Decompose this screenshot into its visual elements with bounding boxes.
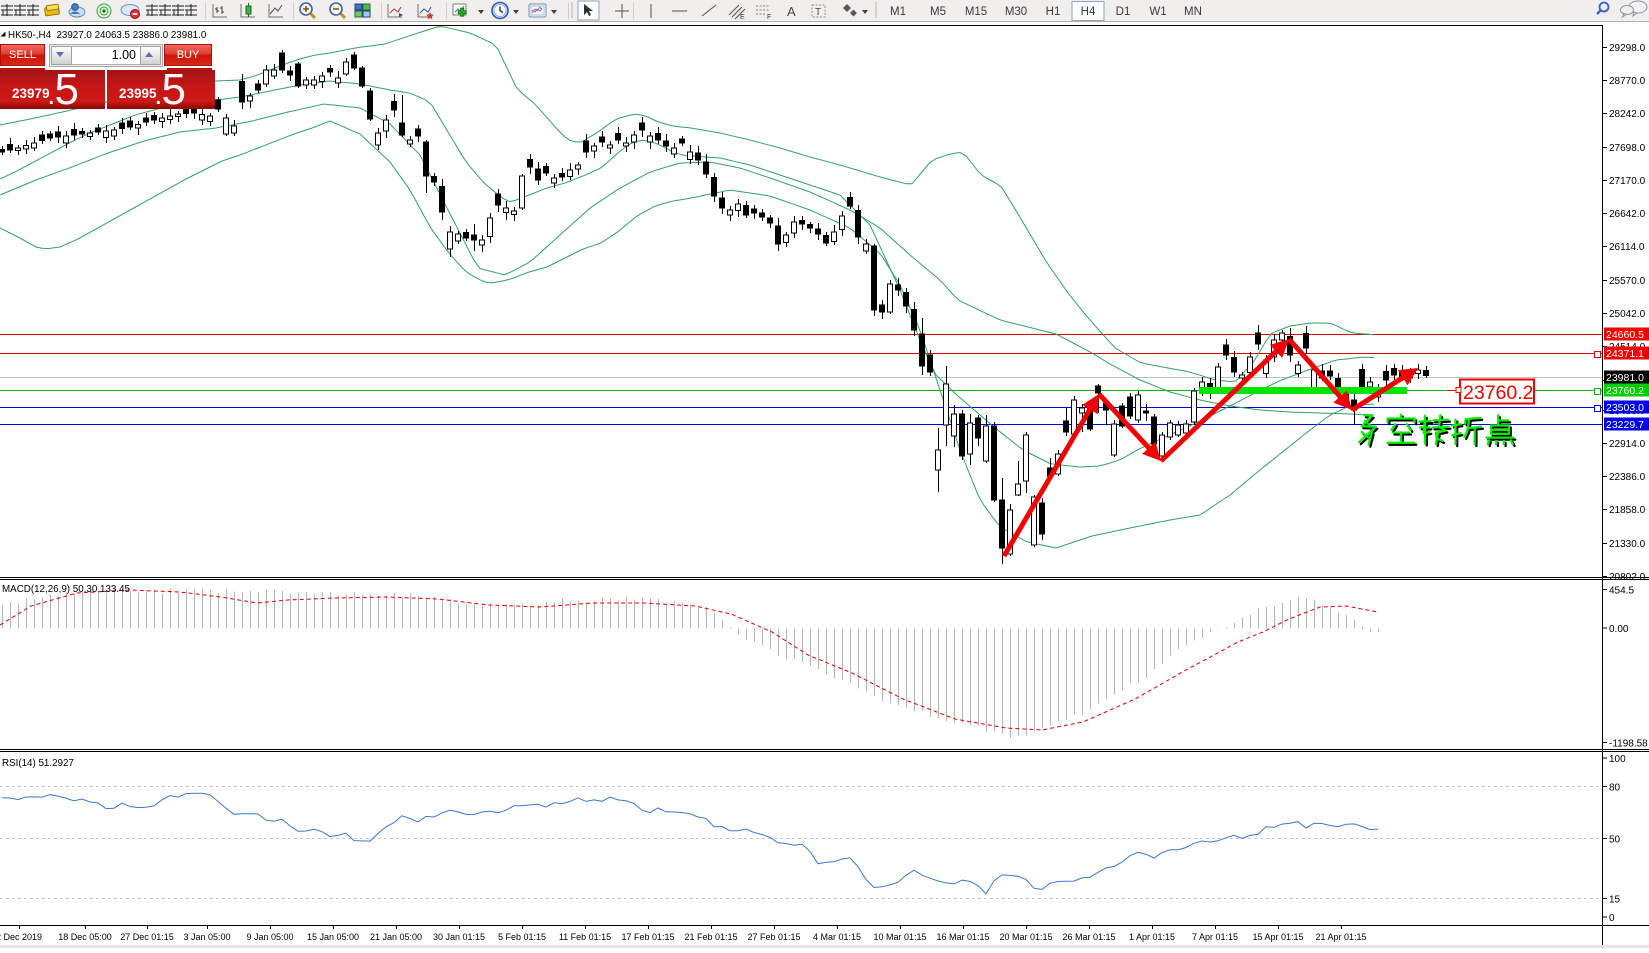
- svg-text:M1: M1: [890, 6, 906, 18]
- svg-text:23760.2: 23760.2: [1606, 385, 1644, 397]
- svg-text:3 Jan 05:00: 3 Jan 05:00: [183, 932, 230, 942]
- svg-text:-1198.58: -1198.58: [1609, 739, 1648, 750]
- svg-text:27698.0: 27698.0: [1609, 143, 1646, 154]
- svg-text:0.00: 0.00: [1609, 624, 1629, 635]
- svg-text:23503.0: 23503.0: [1606, 402, 1644, 414]
- svg-text:7 Apr 01:15: 7 Apr 01:15: [1192, 932, 1238, 942]
- svg-text:15 Jan 05:00: 15 Jan 05:00: [307, 932, 359, 942]
- svg-text:26642.0: 26642.0: [1609, 209, 1646, 220]
- svg-text:15 Apr 01:15: 15 Apr 01:15: [1252, 932, 1303, 942]
- svg-text:A: A: [787, 4, 796, 19]
- svg-text:22386.0: 22386.0: [1609, 472, 1646, 483]
- svg-text:5 Feb 01:15: 5 Feb 01:15: [498, 932, 546, 942]
- svg-text:25042.0: 25042.0: [1609, 309, 1646, 320]
- svg-text:17 Feb 01:15: 17 Feb 01:15: [621, 932, 674, 942]
- svg-text:T: T: [815, 7, 821, 18]
- svg-text:24371.1: 24371.1: [1606, 348, 1644, 360]
- svg-text:11 Feb 01:15: 11 Feb 01:15: [559, 932, 611, 942]
- svg-text:MN: MN: [1184, 6, 1202, 18]
- svg-text:28242.0: 28242.0: [1609, 109, 1646, 120]
- svg-text:25570.0: 25570.0: [1609, 276, 1646, 287]
- svg-text:20 Mar 01:15: 20 Mar 01:15: [999, 932, 1052, 942]
- svg-text:RSI(14) 51.2927: RSI(14) 51.2927: [2, 758, 74, 769]
- svg-text:2 Dec 2019: 2 Dec 2019: [0, 932, 42, 942]
- svg-text:80: 80: [1609, 783, 1621, 794]
- svg-text:16 Mar 01:15: 16 Mar 01:15: [936, 932, 989, 942]
- svg-text:20802.0: 20802.0: [1609, 572, 1646, 583]
- svg-text:28770.0: 28770.0: [1609, 76, 1646, 87]
- svg-text:27 Feb 01:15: 27 Feb 01:15: [747, 932, 800, 942]
- svg-text:50: 50: [1609, 835, 1621, 846]
- svg-text:27 Dec 01:15: 27 Dec 01:15: [120, 932, 174, 942]
- svg-text:21 Feb 01:15: 21 Feb 01:15: [684, 932, 737, 942]
- svg-text:F: F: [767, 14, 771, 21]
- svg-text:26 Mar 01:15: 26 Mar 01:15: [1062, 932, 1115, 942]
- svg-text:23229.7: 23229.7: [1606, 419, 1644, 431]
- svg-text:21330.0: 21330.0: [1609, 539, 1646, 550]
- svg-text:9 Jan 05:00: 9 Jan 05:00: [246, 932, 293, 942]
- svg-text:454.5: 454.5: [1609, 586, 1634, 597]
- svg-text:21 Apr 01:15: 21 Apr 01:15: [1315, 932, 1366, 942]
- svg-text:W1: W1: [1149, 6, 1166, 18]
- svg-text:H1: H1: [1046, 6, 1061, 18]
- svg-text:E: E: [740, 14, 745, 21]
- svg-text:D1: D1: [1116, 6, 1131, 18]
- svg-text:29298.0: 29298.0: [1609, 43, 1646, 54]
- svg-text:1 Apr 01:15: 1 Apr 01:15: [1129, 932, 1175, 942]
- svg-text:26114.0: 26114.0: [1609, 242, 1645, 253]
- svg-text:21858.0: 21858.0: [1609, 505, 1646, 516]
- svg-text:21 Jan 05:00: 21 Jan 05:00: [370, 932, 422, 942]
- svg-text:10 Mar 01:15: 10 Mar 01:15: [873, 932, 926, 942]
- svg-text:M5: M5: [930, 6, 946, 18]
- svg-text:15: 15: [1609, 895, 1621, 906]
- svg-text:23981.0: 23981.0: [1606, 372, 1644, 384]
- svg-text:18 Dec 05:00: 18 Dec 05:00: [58, 932, 112, 942]
- svg-text:HK50-,H4 23927.0 24063.5 2388: HK50-,H4 23927.0 24063.5 23886.0 23981.0: [8, 30, 207, 41]
- svg-text:4 Mar 01:15: 4 Mar 01:15: [813, 932, 861, 942]
- svg-text:30 Jan 01:15: 30 Jan 01:15: [433, 932, 485, 942]
- svg-text:27170.0: 27170.0: [1609, 176, 1646, 187]
- svg-text:M30: M30: [1005, 6, 1027, 18]
- svg-text:100: 100: [1609, 754, 1626, 765]
- svg-text:23760.2: 23760.2: [1463, 382, 1534, 404]
- svg-text:MACD(12,26,9) 50.30 133.45: MACD(12,26,9) 50.30 133.45: [2, 584, 131, 595]
- svg-text:24660.5: 24660.5: [1606, 329, 1644, 341]
- svg-text:0: 0: [1609, 913, 1615, 924]
- svg-text:M15: M15: [965, 6, 987, 18]
- svg-text:22914.0: 22914.0: [1609, 439, 1646, 450]
- svg-text:H4: H4: [1081, 6, 1096, 18]
